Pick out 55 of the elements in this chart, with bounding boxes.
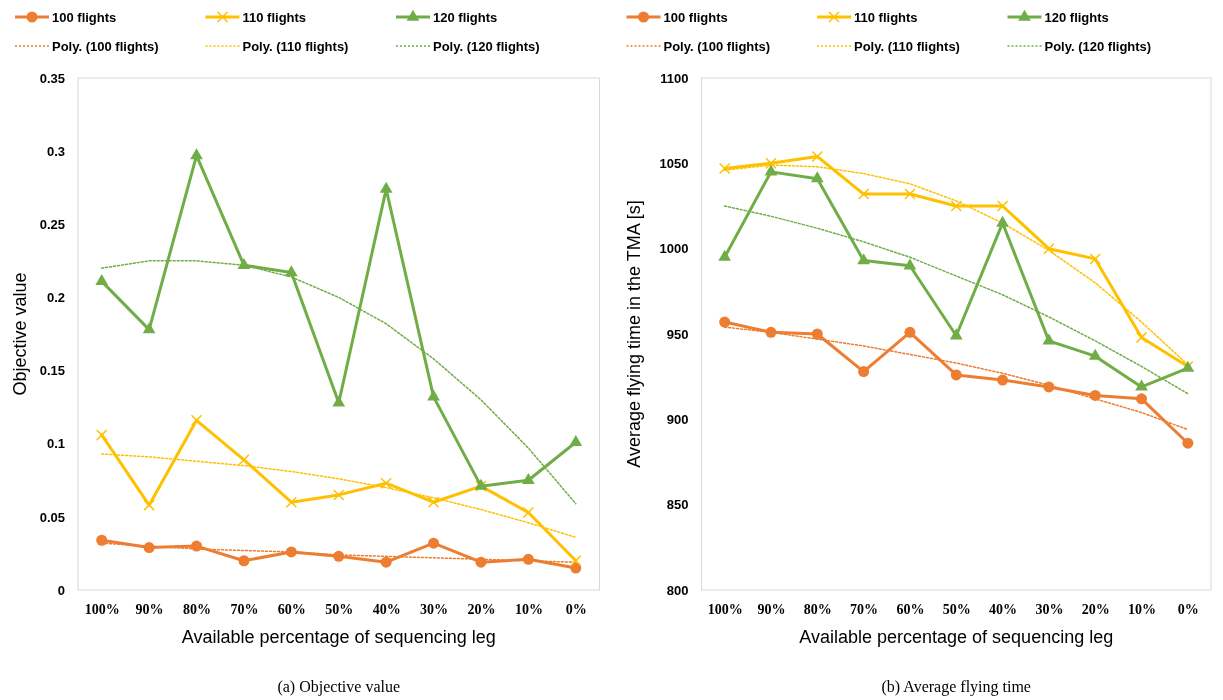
x-tick-label: 0% bbox=[1177, 601, 1199, 617]
x-tick-label: 50% bbox=[325, 601, 354, 617]
y-tick-label: 0.3 bbox=[46, 143, 65, 159]
legend-label: 100 flights bbox=[52, 10, 117, 25]
y-tick-label: 0.35 bbox=[39, 70, 65, 86]
x-axis-title: Available percentage of sequencing leg bbox=[799, 627, 1114, 647]
x-tick-label: 30% bbox=[1035, 601, 1064, 617]
x-tick-label: 0% bbox=[565, 601, 587, 617]
x-tick-label: 80% bbox=[803, 601, 832, 617]
x-tick-label: 60% bbox=[277, 601, 306, 617]
y-tick-label: 1050 bbox=[659, 155, 689, 171]
legend-label: 120 flights bbox=[1044, 10, 1109, 25]
legend-label: Poly. (100 flights) bbox=[52, 39, 159, 54]
x-tick-label: 20% bbox=[467, 601, 496, 617]
x-tick-label: 70% bbox=[850, 601, 879, 617]
x-tick-label: 100% bbox=[84, 601, 120, 617]
x-tick-label: 10% bbox=[1128, 601, 1157, 617]
y-tick-label: 1000 bbox=[659, 241, 689, 257]
y-tick-label: 950 bbox=[666, 326, 689, 342]
text: (a) Objective value bbox=[277, 678, 401, 696]
x-tick-label: 100% bbox=[707, 601, 743, 617]
x-tick-label: 90% bbox=[135, 601, 164, 617]
legend-label: 110 flights bbox=[854, 10, 918, 25]
x-tick-label: 40% bbox=[372, 601, 401, 617]
y-tick-label: 0.1 bbox=[46, 436, 65, 452]
x-tick-label: 30% bbox=[420, 601, 449, 617]
y-tick-label: 0 bbox=[57, 582, 65, 598]
y-tick-label: 0.15 bbox=[39, 363, 65, 379]
legend-label: Poly. (120 flights) bbox=[1044, 39, 1152, 54]
legend-label: Poly. (110 flights) bbox=[242, 39, 349, 54]
x-tick-label: 20% bbox=[1081, 601, 1110, 617]
x-tick-label: 10% bbox=[514, 601, 543, 617]
legend-label: Poly. (120 flights) bbox=[433, 39, 540, 54]
x-axis-title: Available percentage of sequencing leg bbox=[181, 627, 496, 647]
y-tick-label: 850 bbox=[666, 497, 689, 513]
y-axis-title: Objective value bbox=[10, 272, 30, 396]
y-tick-label: 800 bbox=[666, 582, 689, 598]
y-tick-label: 900 bbox=[666, 411, 689, 427]
y-tick-label: 0.2 bbox=[46, 290, 65, 306]
y-tick-label: 0.05 bbox=[39, 509, 65, 525]
legend-label: 110 flights bbox=[242, 10, 307, 25]
x-tick-label: 70% bbox=[230, 601, 259, 617]
x-tick-label: 50% bbox=[942, 601, 971, 617]
legend-label: Poly. (100 flights) bbox=[663, 39, 771, 54]
x-tick-label: 40% bbox=[989, 601, 1018, 617]
y-axis-title: Average flying time in the TMA [s] bbox=[623, 200, 644, 468]
legend-label: 120 flights bbox=[433, 10, 498, 25]
x-tick-label: 80% bbox=[183, 601, 212, 617]
x-tick-label: 90% bbox=[757, 601, 786, 617]
y-tick-label: 0.25 bbox=[39, 216, 65, 232]
x-tick-label: 60% bbox=[896, 601, 925, 617]
y-tick-label: 1100 bbox=[660, 70, 689, 86]
legend-label: Poly. (110 flights) bbox=[854, 39, 960, 54]
text: (b) Average flying time bbox=[881, 678, 1031, 696]
legend-label: 100 flights bbox=[663, 10, 728, 25]
